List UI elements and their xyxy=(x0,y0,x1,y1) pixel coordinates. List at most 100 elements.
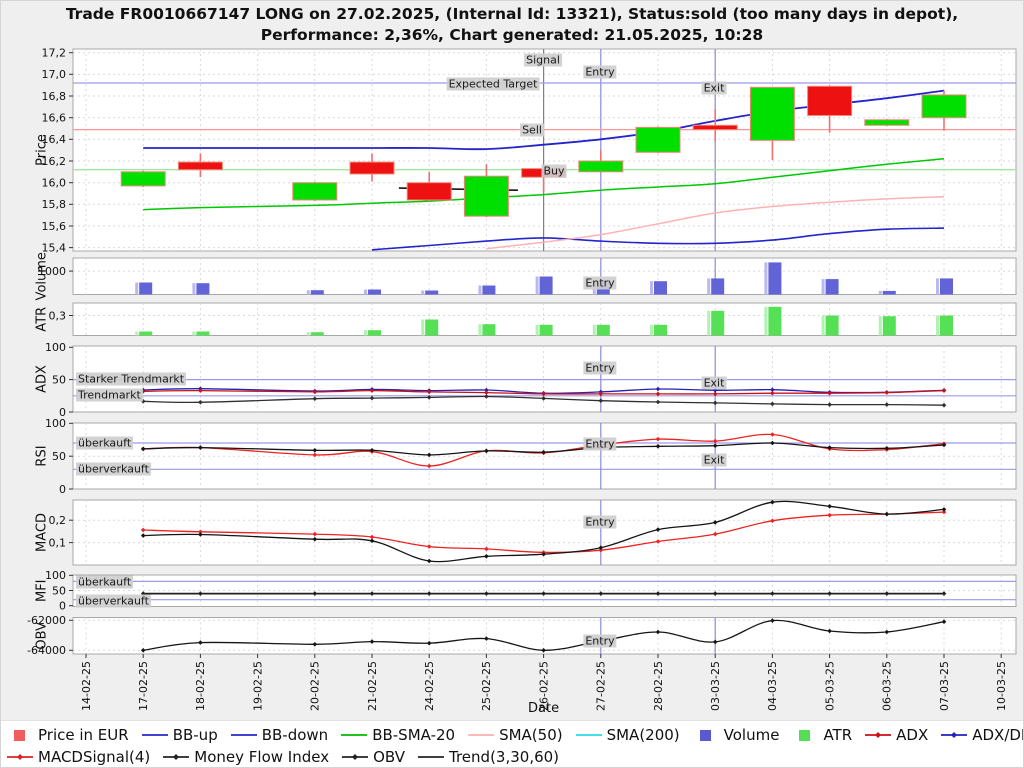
legend-marker-line-marker-icon xyxy=(941,732,968,738)
candle-body xyxy=(749,86,795,141)
annotation-sell: Sell xyxy=(520,123,544,137)
sma50-line xyxy=(486,195,945,250)
date-tick-label: 03-03-25 xyxy=(709,661,722,711)
price-axis-label: Price xyxy=(35,134,50,166)
legend-item: Volume xyxy=(693,724,779,746)
atr-bars xyxy=(135,306,953,336)
svg-text:50: 50 xyxy=(52,450,66,463)
svg-text:100: 100 xyxy=(45,417,66,430)
date-tick-label: 17-02-25 xyxy=(137,661,150,711)
annotation-buy: Buy xyxy=(541,164,567,178)
mfi-panel: 100 50 0 MFI xyxy=(35,569,1017,613)
atr-axis-label: ATR xyxy=(35,307,50,332)
candle-body xyxy=(406,182,452,201)
candle-body xyxy=(807,85,853,117)
date-tick-label: 26-02-25 xyxy=(537,661,550,711)
svg-text:0,2: 0,2 xyxy=(49,514,67,527)
legend-item: SMA(200) xyxy=(575,724,680,746)
legend-marker-line-icon xyxy=(141,734,168,736)
legend-marker-line-icon xyxy=(230,734,257,736)
obv-line-markers xyxy=(140,618,947,653)
annotation-entry-volume: Entry xyxy=(583,276,617,290)
date-tick-label: 20-02-25 xyxy=(309,661,322,711)
legend-row: Price in EUR BB-up BB-down BB-SMA-20 SMA(50)… xyxy=(7,724,1023,746)
mfi-line-markers xyxy=(140,591,947,596)
legend-item: BB-SMA-20 xyxy=(341,724,455,746)
bb-sma20-line xyxy=(143,158,945,211)
legend-label: Price in EUR xyxy=(38,726,129,744)
legend-marker-line-icon xyxy=(468,734,495,736)
date-tick-label: 19-02-25 xyxy=(251,661,264,711)
svg-text:15,4: 15,4 xyxy=(42,241,67,254)
macd-line-markers xyxy=(140,499,947,564)
legend-marker-line-marker-icon xyxy=(865,732,892,738)
annotation-entry-adx: Entry xyxy=(583,361,617,375)
chart-title: Trade FR0010667147 LONG on 27.02.2025, (… xyxy=(65,5,959,44)
price-grid xyxy=(73,49,1016,251)
legend-marker-line-marker-icon xyxy=(163,754,190,760)
annotation-expected-target: Expected Target xyxy=(446,77,540,91)
annotation-signal: Signal xyxy=(524,53,562,67)
date-tick-label: 28-02-25 xyxy=(652,661,665,711)
adx-y-ticks: 100 50 0 xyxy=(45,341,73,419)
legend-label: ADX xyxy=(896,726,929,744)
legend-item: ADX xyxy=(865,724,928,746)
volume-y-ticks: 1000 xyxy=(38,265,73,278)
legend-label: SMA(50) xyxy=(499,726,563,744)
svg-text:15,6: 15,6 xyxy=(42,220,67,233)
annotation-entry-price: Entry xyxy=(583,65,617,79)
legend-marker-line-marker-icon xyxy=(342,754,369,760)
svg-text:1000: 1000 xyxy=(38,265,66,278)
svg-text:0: 0 xyxy=(59,600,66,613)
svg-text:16,2: 16,2 xyxy=(42,155,67,168)
x-axis-label: Date xyxy=(528,701,560,716)
bb-down-line xyxy=(371,227,945,251)
annotation-exit-price: Exit xyxy=(701,81,727,95)
legend-marker-square-icon xyxy=(699,730,711,741)
atr-y-ticks: 0,3 xyxy=(49,309,73,322)
date-tick-label: 05-03-25 xyxy=(823,661,836,711)
annotation-entry-rsi: Entry xyxy=(583,437,617,451)
legend-label: BB-SMA-20 xyxy=(372,726,456,744)
legend-item: Price in EUR xyxy=(7,724,129,746)
legend-marker-line-icon xyxy=(418,756,445,758)
legend-label: BB-down xyxy=(261,726,329,744)
annotation-overbought-mfi: überkauft xyxy=(76,575,134,589)
svg-text:-64000: -64000 xyxy=(27,644,66,657)
date-tick-label: 24-02-25 xyxy=(423,661,436,711)
candle-body xyxy=(635,126,681,153)
annotation-exit-adx: Exit xyxy=(701,376,727,390)
candle-body xyxy=(177,161,223,171)
svg-text:100: 100 xyxy=(45,569,66,582)
legend-marker-line-icon xyxy=(575,734,602,736)
date-tick-label: 10-03-25 xyxy=(995,661,1008,711)
legend-item: Money Flow Index xyxy=(163,746,330,767)
svg-text:0,1: 0,1 xyxy=(49,536,67,549)
date-tick-label: 21-02-25 xyxy=(366,661,379,711)
obv-y-ticks: -62000 -64000 xyxy=(27,614,73,657)
candle-body xyxy=(921,94,967,119)
annotation-exit-rsi: Exit xyxy=(701,453,727,467)
svg-text:17,2: 17,2 xyxy=(42,47,67,60)
indicator-series xyxy=(140,386,947,653)
annotation-entry-macd: Entry xyxy=(583,515,617,529)
candle-body xyxy=(692,124,738,131)
svg-text:15,8: 15,8 xyxy=(42,198,67,211)
date-tick-label: 04-03-25 xyxy=(766,661,779,711)
legend-item: ATR xyxy=(792,724,852,746)
legend-marker-line-marker-icon xyxy=(7,754,33,760)
annotation-overbought-rsi: überkauft xyxy=(76,436,134,450)
volume-axis-label: Volume xyxy=(35,252,50,300)
svg-text:16,4: 16,4 xyxy=(42,133,67,146)
candlesticks xyxy=(120,85,967,218)
legend-label: Money Flow Index xyxy=(194,748,330,766)
legend-label: ADX/DM+ xyxy=(972,726,1023,744)
x-axis-dates: 14-02-25 17-02-25 18-02-25 19-02-25 20-02-25… xyxy=(80,654,1008,711)
date-tick-label: 18-02-25 xyxy=(194,661,207,711)
legend-label: BB-up xyxy=(172,726,218,744)
legend-label: ATR xyxy=(823,726,853,744)
rsi-y-ticks: 100 50 0 xyxy=(45,417,73,496)
